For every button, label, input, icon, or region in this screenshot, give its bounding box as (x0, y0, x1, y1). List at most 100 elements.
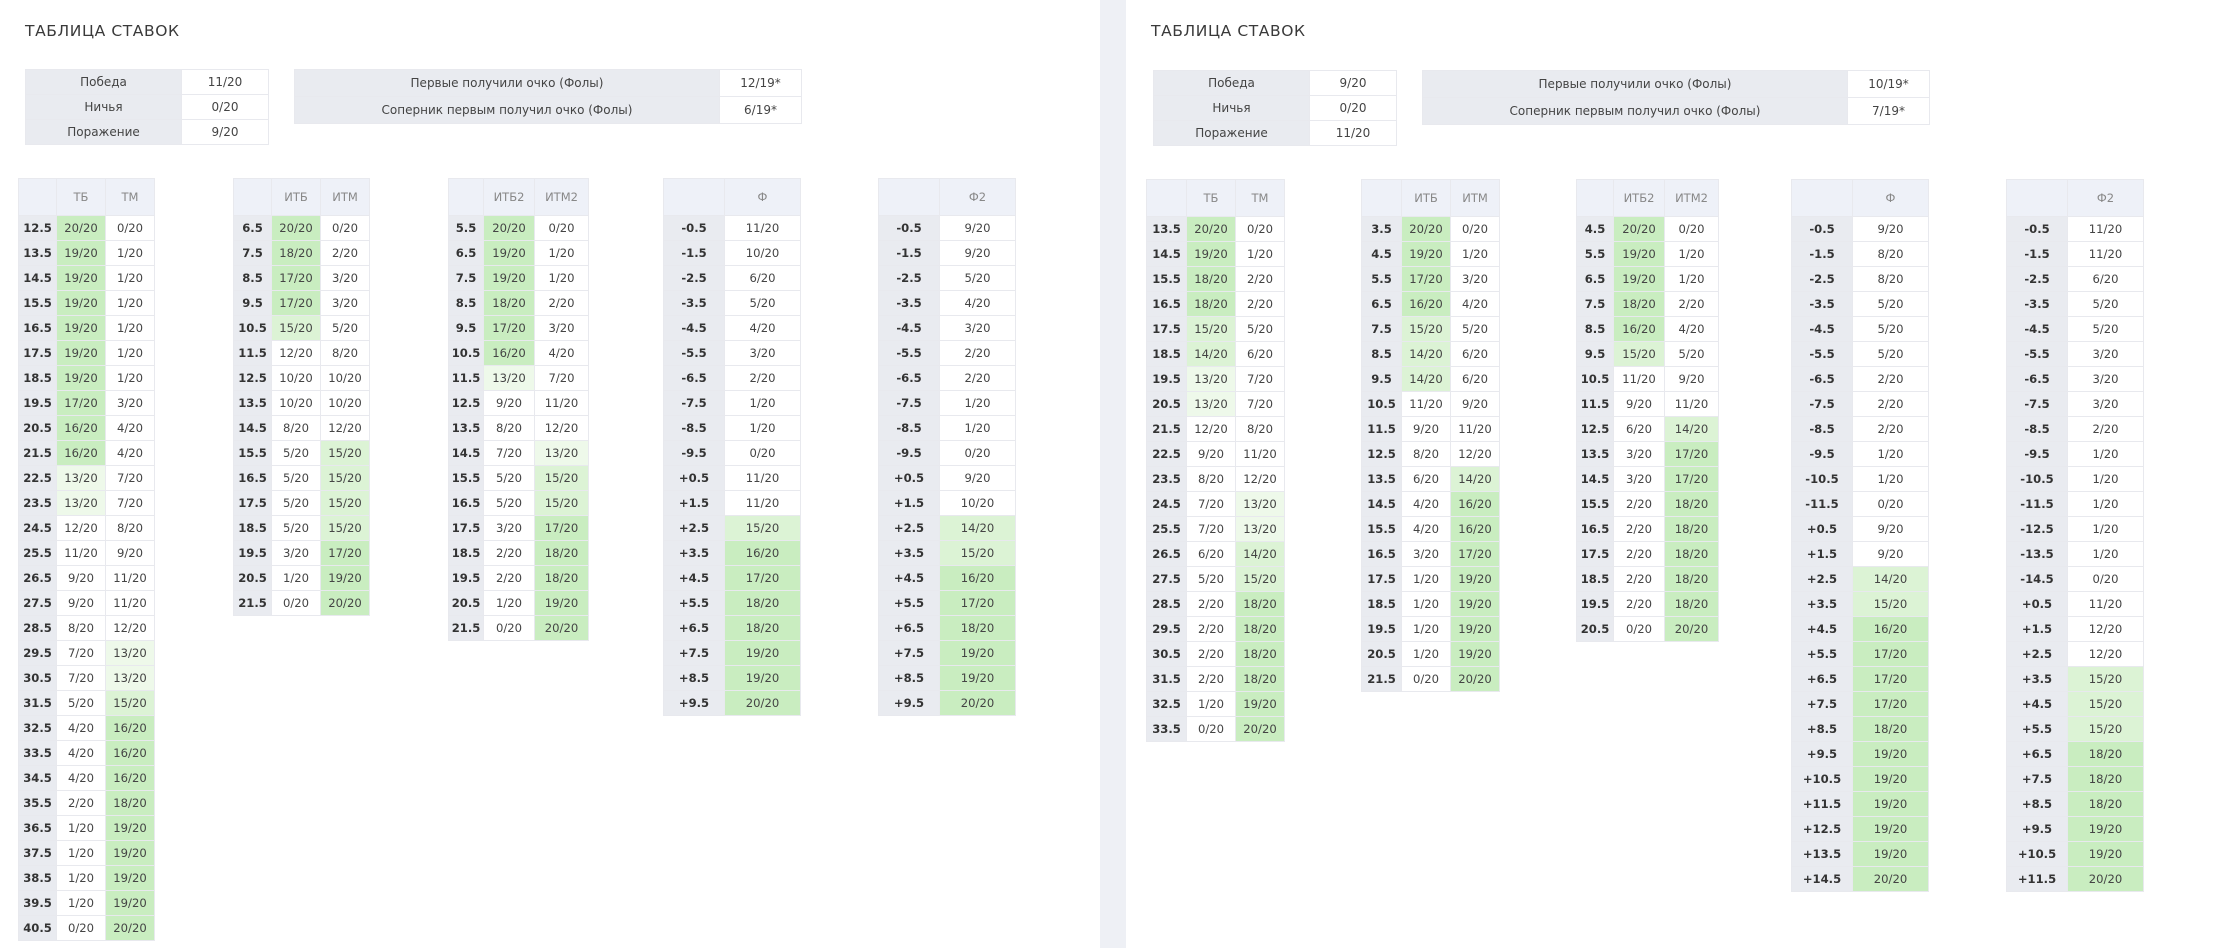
table-row: 18.5 1/20 19/20 (1361, 591, 1500, 617)
table-row: 19.5 2/20 18/20 (1576, 591, 1719, 617)
table-row: 32.5 4/20 16/20 (18, 715, 155, 741)
table-row: 23.5 13/20 7/20 (18, 490, 155, 516)
table-row: +5.5 17/20 (1791, 641, 1929, 667)
line-value: +7.5 (878, 640, 940, 666)
hit-rate-cell: 7/20 (1186, 516, 1236, 542)
hit-rate-cell: 19/20 (939, 665, 1016, 691)
hit-rate-cell: 9/20 (56, 590, 106, 616)
line-value: +2.5 (2006, 641, 2068, 667)
hit-rate-cell: 13/20 (1235, 491, 1285, 517)
result-value: 0/20 (181, 94, 269, 120)
hit-rate-cell: 8/20 (1852, 241, 1929, 267)
column-header: ИТМ2 (534, 178, 589, 216)
line-value: +5.5 (1791, 641, 1853, 667)
first-point-label: Соперник первым получил очко (Фолы) (294, 96, 720, 124)
table-row: 21.5 16/20 4/20 (18, 440, 155, 466)
hit-rate-cell: 18/20 (1664, 516, 1719, 542)
line-value: -2.5 (878, 265, 940, 291)
line-value: 31.5 (18, 690, 57, 716)
hit-rate-cell: 2/20 (1852, 416, 1929, 442)
line-value: 9.5 (1576, 341, 1614, 367)
hit-rate-cell: 3/20 (1401, 541, 1451, 567)
hit-rate-cell: 15/20 (1613, 341, 1665, 367)
line-value: 29.5 (1146, 616, 1187, 642)
hit-rate-cell: 17/20 (1450, 541, 1500, 567)
hit-rate-cell: 14/20 (1401, 366, 1451, 392)
line-value: 6.5 (448, 240, 484, 266)
line-value: +0.5 (2006, 591, 2068, 617)
hit-rate-cell: 16/20 (1613, 316, 1665, 342)
hit-rate-cell: 14/20 (1450, 466, 1500, 492)
hit-rate-cell: 19/20 (2067, 816, 2144, 842)
hit-rate-cell: 0/20 (320, 215, 370, 241)
hit-rate-cell: 18/20 (2067, 766, 2144, 792)
hit-rate-cell: 1/20 (534, 240, 589, 266)
table-row: +4.5 15/20 (2006, 691, 2144, 717)
line-value: -1.5 (1791, 241, 1853, 267)
handicap1-table: Ф -0.5 9/20 -1.5 8/20 -2.5 8/20 -3.5 5/20 -4.5 5/2… (1791, 179, 1929, 892)
table-row: -6.5 2/20 (663, 365, 801, 391)
line-value: +4.5 (2006, 691, 2068, 717)
table-row: -5.5 5/20 (1791, 341, 1929, 367)
hit-rate-cell: 2/20 (2067, 416, 2144, 442)
line-value: -5.5 (663, 340, 725, 366)
first-point-value: 12/19* (719, 69, 802, 97)
column-header: ИТМ (320, 178, 370, 216)
hit-rate-cell: 1/20 (2067, 466, 2144, 492)
table-row: 13.5 10/20 10/20 (233, 390, 370, 416)
table-header-row: Ф (1791, 179, 1929, 217)
line-value: 35.5 (18, 790, 57, 816)
hit-rate-cell: 13/20 (105, 640, 155, 666)
table-row: 12.5 6/20 14/20 (1576, 416, 1719, 442)
hit-rate-cell: 5/20 (724, 290, 801, 316)
line-value: -0.5 (663, 215, 725, 241)
line-value: +8.5 (2006, 791, 2068, 817)
table-row: +9.5 20/20 (663, 690, 801, 716)
hit-rate-cell: 11/20 (1450, 416, 1500, 442)
line-value: 20.5 (448, 590, 484, 616)
column-header: ИТБ (271, 178, 321, 216)
table-row: -9.5 1/20 (1791, 441, 1929, 467)
hit-rate-cell: 17/20 (56, 390, 106, 416)
hit-rate-cell: 15/20 (320, 490, 370, 516)
table-row: 16.5 5/20 15/20 (233, 465, 370, 491)
column-header: Ф2 (939, 178, 1016, 216)
hit-rate-cell: 8/20 (105, 515, 155, 541)
hit-rate-cell: 7/20 (56, 665, 106, 691)
hit-rate-cell: 11/20 (56, 540, 106, 566)
table-row: 27.5 9/20 11/20 (18, 590, 155, 616)
line-value: 31.5 (1146, 666, 1187, 692)
hit-rate-cell: 1/20 (1401, 591, 1451, 617)
line-value: -7.5 (2006, 391, 2068, 417)
table-row: -5.5 3/20 (2006, 341, 2144, 367)
line-value: 7.5 (1361, 316, 1402, 342)
table-row: Соперник первым получил очко (Фолы) 6/19* (294, 96, 802, 124)
hit-rate-cell: 4/20 (724, 315, 801, 341)
table-row: 19.5 3/20 17/20 (233, 540, 370, 566)
hit-rate-cell: 2/20 (939, 365, 1016, 391)
line-value: +8.5 (663, 665, 725, 691)
table-row: 29.5 7/20 13/20 (18, 640, 155, 666)
hit-rate-cell: 1/20 (1852, 466, 1929, 492)
line-value: 21.5 (1146, 416, 1187, 442)
column-header (878, 178, 940, 216)
hit-rate-cell: 13/20 (534, 440, 589, 466)
table-row: -9.5 0/20 (663, 440, 801, 466)
hit-rate-cell: 14/20 (1186, 341, 1236, 367)
table-row: 25.5 11/20 9/20 (18, 540, 155, 566)
hit-rate-cell: 20/20 (483, 215, 535, 241)
table-row: 15.5 5/20 15/20 (448, 465, 589, 491)
line-value: 8.5 (233, 265, 272, 291)
table-row: +7.5 19/20 (663, 640, 801, 666)
line-value: -6.5 (878, 365, 940, 391)
hit-rate-cell: 10/20 (320, 365, 370, 391)
hit-rate-cell: 11/20 (1613, 366, 1665, 392)
column-header: ТМ (1235, 179, 1285, 217)
column-header (1361, 179, 1402, 217)
line-value: 18.5 (1361, 591, 1402, 617)
table-row: 26.5 6/20 14/20 (1146, 541, 1285, 567)
hit-rate-cell: 5/20 (1235, 316, 1285, 342)
line-value: -2.5 (1791, 266, 1853, 292)
line-value: -6.5 (1791, 366, 1853, 392)
line-value: -9.5 (878, 440, 940, 466)
